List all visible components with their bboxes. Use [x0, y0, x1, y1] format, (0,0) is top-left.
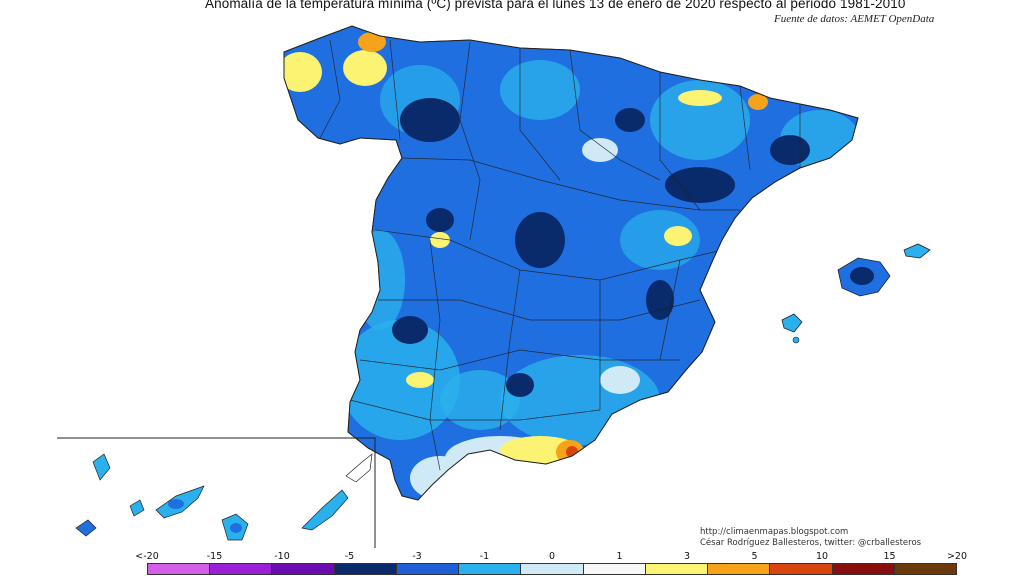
legend-tick: 3: [683, 551, 691, 562]
color-legend: <-20 -15 -10 -5 -3 -1 0 1 3 5 10 15 >20: [135, 551, 967, 576]
legend-swatch: [334, 564, 397, 574]
blog-url: http://climaenmapas.blogspot.com: [700, 527, 849, 537]
legend-tick: 0: [548, 551, 556, 562]
legend-tick: 10: [815, 551, 829, 562]
legend-swatch: [583, 564, 646, 574]
legend-tick: -3: [412, 551, 422, 562]
mainland-spain: [283, 25, 859, 501]
legend-tick: <-20: [135, 551, 159, 562]
legend-swatch: [832, 564, 895, 574]
author-credit: César Rodríguez Ballesteros, twitter: @c…: [700, 538, 922, 548]
legend-swatch: [645, 564, 709, 574]
legend-swatch: [521, 564, 584, 574]
map-title: Anomalía de la temperatura mínima (ºC) p…: [205, 0, 906, 11]
legend-swatch: [210, 564, 273, 574]
credits: http://climaenmapas.blogspot.com César R…: [700, 527, 921, 549]
legend-swatch: [770, 564, 833, 574]
legend-tick: -1: [479, 551, 490, 562]
legend-tick: 1: [616, 551, 623, 562]
canary-islands-inset: [57, 437, 376, 548]
legend-swatch: [894, 564, 957, 574]
legend-tick: -15: [206, 551, 223, 562]
legend-tick: -10: [274, 551, 290, 562]
legend-swatch: [272, 564, 335, 574]
legend-tick: >20: [946, 551, 968, 562]
legend-swatch: [459, 564, 522, 574]
legend-tick: -5: [344, 551, 355, 562]
legend-swatch: [148, 564, 211, 574]
balearic-islands: [781, 243, 931, 344]
data-source-note: Fuente de datos: AEMET OpenData: [774, 13, 935, 25]
legend-swatch: [708, 564, 771, 574]
legend-tick-labels: <-20 -15 -10 -5 -3 -1 0 1 3 5 10 15 >20: [135, 551, 967, 562]
legend-swatch: [396, 564, 460, 574]
legend-tick: 5: [751, 551, 758, 562]
legend-color-bar: [147, 563, 957, 575]
legend-tick: 15: [883, 551, 896, 562]
